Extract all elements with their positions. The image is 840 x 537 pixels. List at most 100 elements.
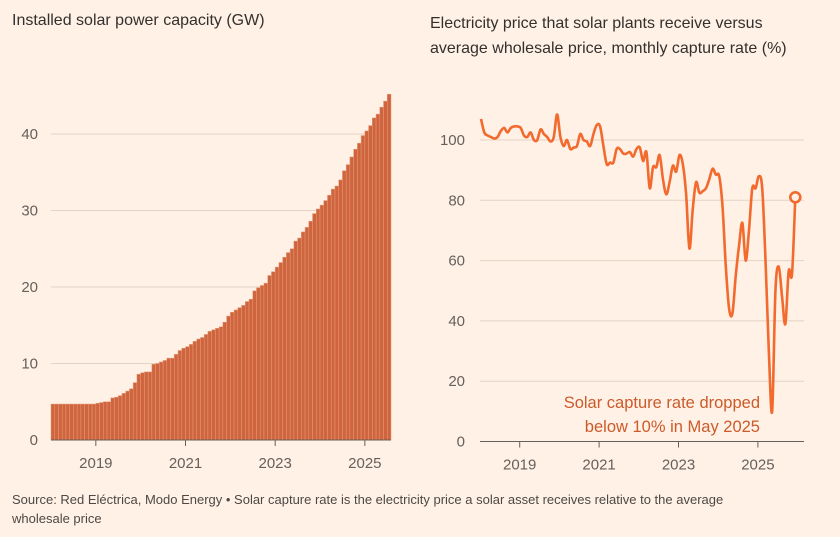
capacity-bar bbox=[222, 321, 227, 441]
capacity-bar bbox=[263, 282, 268, 441]
y-tick-label: 40 bbox=[21, 126, 38, 143]
y-tick-label: 80 bbox=[448, 192, 465, 209]
capacity-bar bbox=[200, 337, 205, 441]
y-tick-label: 30 bbox=[21, 203, 38, 220]
capacity-bar bbox=[323, 200, 328, 441]
capacity-bar bbox=[278, 262, 283, 441]
capacity-bar bbox=[129, 388, 134, 441]
capacity-bar bbox=[364, 130, 369, 441]
capacity-bar bbox=[245, 301, 250, 441]
capacity-bar bbox=[95, 403, 100, 441]
y-tick-label: 40 bbox=[448, 313, 465, 330]
capacity-bar bbox=[155, 363, 160, 441]
capacity-bar bbox=[192, 341, 197, 441]
capacity-bar bbox=[170, 357, 175, 441]
capacity-bar bbox=[80, 403, 85, 441]
capacity-bar bbox=[345, 164, 351, 441]
capture-rate-line-chart: 0 20 40 60 80 100 2019 2021 2023 2025 bbox=[440, 113, 804, 474]
capacity-bar bbox=[289, 248, 295, 441]
capacity-bar bbox=[136, 373, 141, 441]
capacity-bar bbox=[383, 100, 388, 441]
capture-rate-line bbox=[479, 113, 797, 415]
capacity-bar bbox=[185, 346, 190, 441]
capacity-bar bbox=[121, 393, 126, 441]
x-tick-label: 2021 bbox=[582, 457, 615, 474]
capacity-bar bbox=[151, 364, 156, 441]
capacity-bar bbox=[319, 204, 324, 441]
capacity-bar bbox=[286, 252, 291, 441]
capacity-bar bbox=[312, 213, 317, 441]
capacity-bar bbox=[61, 403, 67, 441]
capacity-bar bbox=[181, 347, 186, 441]
x-tick-label: 2019 bbox=[79, 455, 112, 472]
footer-source-line2: wholesale price bbox=[11, 511, 102, 526]
x-tick-label: 2021 bbox=[169, 455, 202, 472]
latest-value-marker bbox=[788, 190, 802, 204]
capacity-bar bbox=[375, 113, 381, 441]
capacity-bar bbox=[330, 188, 336, 441]
capacity-bar bbox=[233, 309, 239, 441]
capacity-bar bbox=[271, 271, 276, 441]
capacity-bar bbox=[177, 350, 183, 441]
capacity-bar bbox=[372, 117, 377, 441]
capacity-bar bbox=[65, 403, 70, 441]
capacity-bar bbox=[132, 382, 138, 441]
capacity-bar bbox=[230, 311, 235, 441]
right-chart-title-line1: Electricity price that solar plants rece… bbox=[430, 15, 763, 32]
capacity-bar bbox=[211, 329, 216, 441]
y-tick-label: 0 bbox=[457, 434, 465, 451]
capacity-bar bbox=[357, 142, 362, 441]
capacity-bar bbox=[327, 194, 332, 441]
capacity-bar bbox=[207, 331, 212, 441]
capacity-bar bbox=[118, 395, 123, 441]
x-tick-label: 2023 bbox=[258, 455, 291, 472]
capacity-bar bbox=[274, 266, 280, 441]
capacity-bar bbox=[301, 231, 306, 441]
capacity-bar bbox=[140, 372, 145, 441]
capacity-bar bbox=[203, 334, 209, 441]
right-chart-title-line2: average wholesale price, monthly capture… bbox=[430, 40, 787, 57]
capacity-bar bbox=[349, 156, 354, 441]
capacity-bar bbox=[110, 397, 115, 441]
capacity-bar bbox=[342, 170, 347, 441]
capacity-bar bbox=[338, 179, 343, 441]
capacity-bar bbox=[218, 326, 224, 441]
x-tick-label: 2025 bbox=[741, 457, 774, 474]
x-tick-label: 2023 bbox=[662, 457, 695, 474]
capacity-bar bbox=[267, 275, 272, 441]
left-chart-title: Installed solar power capacity (GW) bbox=[12, 12, 265, 29]
annotation-line1: Solar capture rate dropped bbox=[564, 394, 760, 412]
capacity-bar bbox=[282, 256, 287, 441]
capacity-bar bbox=[76, 403, 82, 441]
capacity-bar bbox=[252, 290, 257, 441]
annotation-line2: below 10% in May 2025 bbox=[585, 418, 760, 436]
capacity-bar bbox=[174, 354, 179, 441]
x-tick-label: 2019 bbox=[503, 457, 536, 474]
capacity-bar bbox=[248, 298, 254, 441]
capacity-bar bbox=[125, 390, 130, 441]
capacity-bar bbox=[106, 401, 112, 441]
capacity-bar bbox=[316, 208, 321, 441]
capacity-bar bbox=[334, 185, 339, 441]
capacity-bar bbox=[379, 106, 384, 441]
capacity-bar bbox=[256, 287, 261, 441]
footer-source-line1: Source: Red Eléctrica, Modo Energy • Sol… bbox=[12, 492, 723, 507]
capacity-bar bbox=[237, 307, 242, 441]
capacity-bar bbox=[144, 371, 149, 441]
capacity-bar bbox=[196, 338, 201, 441]
capacity-bar bbox=[69, 403, 74, 441]
capacity-bar bbox=[241, 305, 246, 441]
capacity-bar bbox=[293, 240, 298, 441]
capacity-bar bbox=[99, 402, 104, 441]
capacity-bar bbox=[259, 285, 265, 441]
capacity-bar bbox=[360, 135, 366, 441]
capacity-bar bbox=[159, 361, 164, 441]
capacity-bar bbox=[103, 401, 108, 441]
capacity-bar bbox=[188, 344, 194, 441]
capacity-bar bbox=[226, 315, 231, 441]
y-tick-label: 60 bbox=[448, 253, 465, 270]
capacity-bar bbox=[88, 403, 93, 441]
capacity-bar bbox=[162, 360, 168, 441]
